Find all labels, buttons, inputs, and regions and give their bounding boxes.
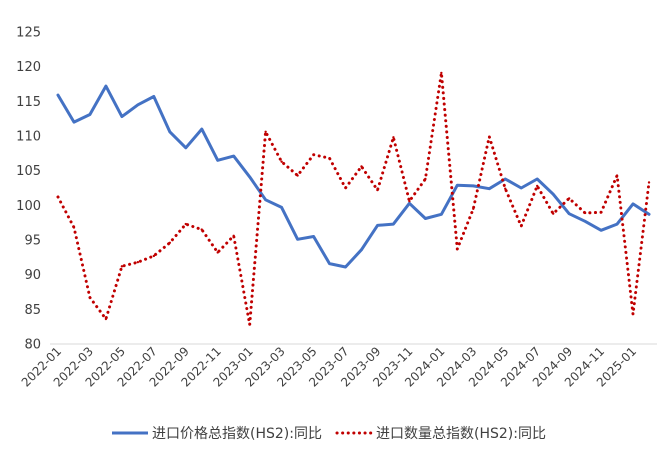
data-point	[551, 212, 555, 215]
series-layer	[56, 71, 651, 327]
data-point	[408, 199, 411, 203]
data-point	[360, 248, 363, 251]
data-point	[152, 95, 156, 98]
data-point	[328, 262, 331, 265]
data-point	[232, 234, 235, 238]
data-point	[504, 177, 507, 181]
data-point	[647, 181, 651, 184]
legend: 进口价格总指数(HS2):同比 进口数量总指数(HS2):同比	[112, 426, 546, 442]
data-point	[104, 317, 108, 321]
data-point	[472, 184, 475, 188]
y-tick-label: 90	[24, 268, 41, 283]
y-tick-label: 115	[16, 95, 41, 110]
data-point	[615, 222, 619, 226]
data-point	[232, 154, 235, 158]
data-point	[567, 197, 571, 200]
data-point	[280, 160, 283, 163]
y-axis: 80 85 90 95 100 105 110 115 120 125	[16, 26, 41, 353]
legend-label-price-index: 进口价格总指数(HS2):同比	[152, 426, 322, 442]
y-tick-label: 80	[24, 338, 41, 353]
data-point	[216, 159, 219, 162]
series-line-price-index	[56, 84, 651, 269]
data-point	[248, 175, 251, 179]
series-line-quantity-index	[56, 71, 651, 327]
data-point	[312, 153, 315, 156]
data-point	[216, 251, 219, 254]
data-point	[535, 177, 539, 181]
data-point	[296, 238, 299, 241]
data-point	[408, 202, 411, 205]
data-point	[520, 224, 523, 228]
data-point	[567, 212, 571, 215]
data-point	[551, 193, 555, 196]
data-point	[599, 211, 603, 214]
data-point	[392, 136, 395, 139]
data-point	[200, 228, 203, 231]
data-point	[168, 241, 172, 244]
data-point	[631, 312, 635, 316]
data-point	[440, 71, 443, 75]
data-point	[248, 323, 251, 326]
data-point	[344, 265, 347, 269]
data-point	[344, 186, 347, 190]
y-tick-label: 105	[16, 164, 41, 179]
data-point	[136, 260, 140, 264]
data-point	[615, 174, 619, 177]
data-point	[184, 146, 187, 149]
data-point	[456, 247, 459, 251]
y-tick-label: 125	[16, 26, 41, 41]
data-point	[504, 187, 507, 190]
data-point	[72, 120, 76, 124]
data-point	[535, 184, 539, 188]
y-tick-label: 85	[24, 303, 41, 318]
data-point	[88, 113, 92, 116]
data-point	[136, 103, 140, 107]
data-point	[328, 156, 331, 160]
data-point	[120, 115, 124, 118]
data-point	[583, 211, 587, 215]
data-point	[264, 130, 267, 134]
data-point	[264, 198, 267, 201]
data-point	[424, 177, 427, 181]
data-point	[488, 187, 491, 190]
data-point	[120, 265, 124, 268]
y-tick-label: 120	[16, 60, 41, 75]
data-point	[376, 224, 379, 227]
data-point	[168, 130, 172, 134]
data-point	[631, 202, 635, 206]
y-tick-label: 95	[24, 234, 41, 249]
data-point	[440, 213, 443, 216]
data-point	[152, 254, 156, 258]
y-tick-label: 110	[16, 130, 41, 145]
data-point	[296, 174, 299, 177]
data-point	[184, 222, 187, 226]
data-point	[280, 206, 283, 209]
data-point	[583, 220, 587, 223]
data-point	[456, 184, 459, 187]
data-point	[488, 135, 491, 138]
data-point	[599, 229, 603, 232]
data-point	[312, 235, 315, 238]
legend-label-quantity-index: 进口数量总指数(HS2):同比	[376, 426, 546, 442]
data-point	[104, 84, 108, 88]
x-axis: 2022-012022-032022-052022-072022-092022-…	[19, 343, 657, 390]
data-point	[647, 213, 651, 216]
y-tick-label: 100	[16, 199, 41, 214]
data-point	[472, 207, 475, 210]
data-point	[72, 226, 76, 229]
data-point	[392, 222, 395, 226]
data-point	[56, 195, 60, 199]
data-point	[376, 188, 379, 192]
data-point	[520, 186, 523, 190]
data-point	[200, 127, 203, 131]
data-point	[424, 217, 427, 220]
data-point	[360, 165, 363, 168]
data-point	[88, 296, 92, 299]
data-point	[56, 93, 60, 97]
